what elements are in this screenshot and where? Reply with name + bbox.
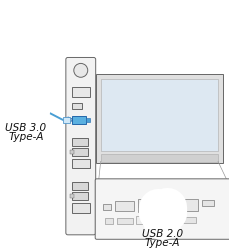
Text: Type-A: Type-A [8,132,44,142]
Bar [70,194,74,198]
Bar [63,117,70,123]
Circle shape [166,205,169,208]
Bar [96,74,223,164]
Bar [139,199,152,212]
Bar [103,204,111,210]
Bar [72,182,88,190]
Text: Type-A: Type-A [144,238,180,248]
Bar [20,100,23,102]
Bar [70,150,74,154]
Bar [105,218,113,224]
Bar [156,206,159,208]
Bar [72,148,88,156]
Bar [72,158,90,168]
Bar [180,217,196,223]
Text: USB 2.0: USB 2.0 [142,229,183,239]
Bar [72,192,88,200]
Circle shape [74,64,88,77]
Bar [86,118,90,122]
Bar [114,201,134,211]
Bar [72,116,86,124]
Bar [72,87,90,97]
Bar [158,202,175,210]
FancyBboxPatch shape [147,198,178,228]
FancyBboxPatch shape [66,58,96,235]
Bar [154,218,161,223]
Bar [180,199,198,211]
FancyBboxPatch shape [95,179,229,239]
Bar [101,79,218,150]
Bar [202,200,214,206]
Bar [136,216,149,224]
Polygon shape [160,220,164,223]
Bar [72,103,82,109]
Bar [72,203,90,213]
FancyBboxPatch shape [11,92,42,122]
Circle shape [29,99,32,102]
Bar [72,138,88,146]
Polygon shape [24,114,28,117]
Bar [101,154,218,162]
Bar [117,218,133,224]
Text: USB 3.0: USB 3.0 [5,123,47,133]
